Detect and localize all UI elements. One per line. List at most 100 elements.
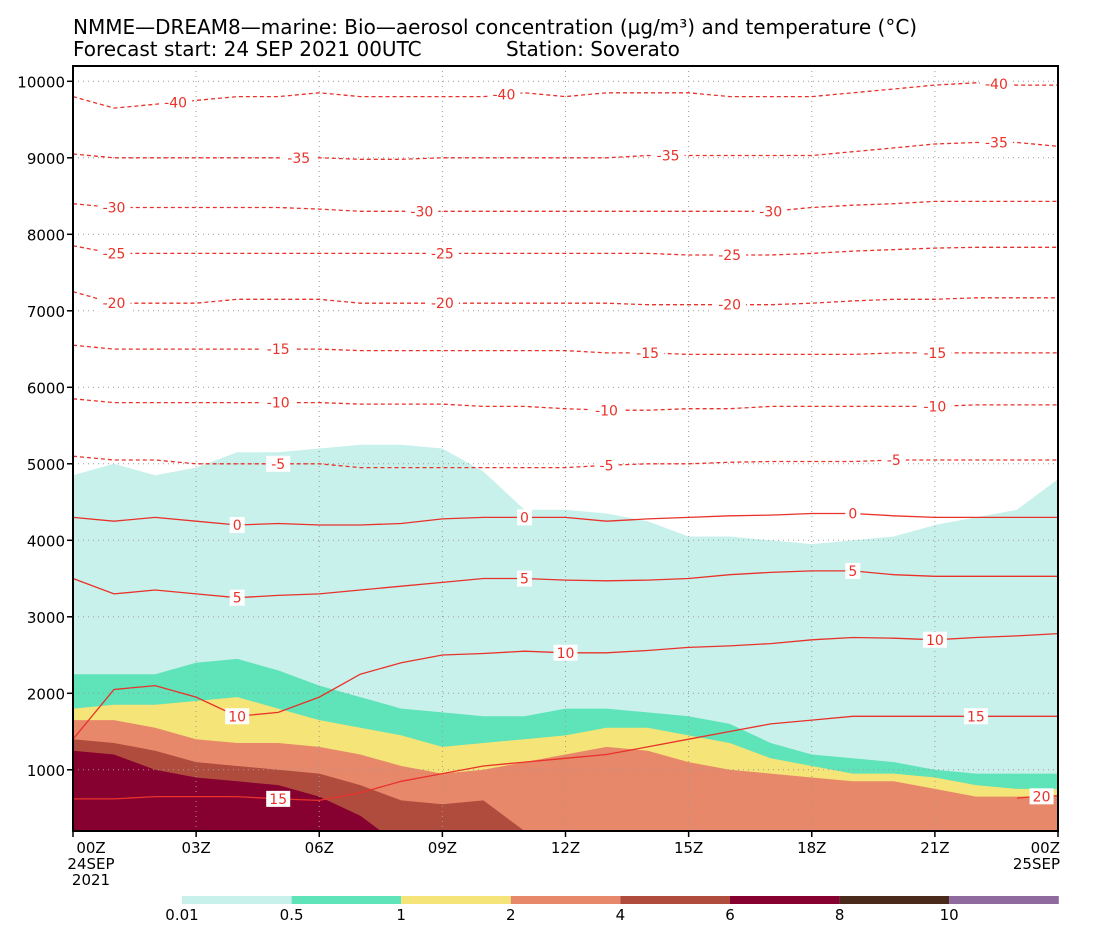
legend-label: 6 (725, 906, 735, 924)
isotherm-line (73, 200, 1058, 212)
isotherm-label-bg (754, 203, 788, 220)
x-tick-label: 2021 (72, 871, 110, 889)
isotherm-label: -20 (718, 298, 741, 314)
legend-swatch (510, 896, 621, 904)
isotherm-line (73, 398, 1058, 411)
isotherm-label-bg (590, 402, 624, 419)
isotherm-label-bg (97, 295, 131, 312)
isotherm-label-bg (918, 344, 952, 361)
y-tick-label: 8000 (27, 226, 65, 244)
isotherm-label-bg (97, 245, 131, 262)
isotherm-label: -20 (431, 296, 454, 312)
y-tick-label: 4000 (27, 532, 65, 550)
isotherm-label: -10 (923, 399, 946, 415)
isotherm-label-bg (159, 94, 193, 111)
isotherm-label: -35 (985, 136, 1008, 152)
legend-swatch (839, 896, 950, 904)
isotherm-label: -40 (493, 88, 516, 104)
isotherm-label: 5 (520, 572, 529, 588)
y-tick-label: 6000 (27, 379, 65, 397)
y-tick-label: 1000 (27, 762, 65, 780)
isotherm-label: -30 (410, 204, 433, 220)
isotherm-label-bg (266, 455, 291, 472)
isotherm-label: 20 (1033, 789, 1051, 805)
legend-swatch (291, 896, 402, 904)
isotherm-label: -10 (267, 396, 290, 412)
isotherm-label: -5 (600, 458, 614, 474)
isotherm-label-bg (651, 147, 685, 164)
isotherm-label: -30 (759, 204, 782, 220)
x-tick-label: 00Z (76, 839, 105, 857)
isotherm-label: -35 (287, 151, 310, 167)
legend-label: 0.01 (165, 906, 198, 924)
y-tick-label: 5000 (27, 456, 65, 474)
isotherm-label-bg (918, 398, 952, 415)
isotherm-label-bg (261, 341, 295, 358)
isotherm-line (73, 715, 1058, 802)
legend-label: 0.5 (280, 906, 304, 924)
isotherm-label: -15 (923, 346, 946, 362)
isotherm-label: -40 (985, 77, 1008, 93)
isotherm-label: 0 (848, 507, 857, 523)
isotherm-label-bg (553, 644, 578, 661)
isotherm-label: 10 (228, 709, 246, 725)
isotherm-label: 0 (520, 510, 529, 526)
isotherm-line (73, 291, 1058, 306)
legend-colorbar: 0.01 0.5 1 2 4 6 8 10 (165, 896, 1059, 924)
isotherm-label-bg (97, 199, 131, 216)
y-tick-label: 10000 (17, 73, 65, 91)
isotherm-label-bg (229, 517, 245, 533)
isotherm-line (73, 245, 1058, 256)
chart-title-line1: NMME—DREAM8—marine: Bio—aerosol concentr… (73, 15, 917, 39)
isotherm-label: 10 (557, 646, 575, 662)
isotherm-label-bg (266, 790, 291, 807)
isotherm-label: 0 (233, 518, 242, 534)
legend-swatch (949, 896, 1059, 904)
isotherm-label: -10 (595, 403, 618, 419)
x-tick-label: 24SEP (67, 855, 114, 873)
x-tick-label: 15Z (674, 839, 703, 857)
isotherm-label-bg (845, 562, 861, 579)
isotherm-line (73, 344, 1058, 356)
isotherm-label-bg (225, 708, 250, 725)
isotherm-label: 15 (967, 709, 985, 725)
isotherm-label: -5 (887, 453, 901, 469)
isotherm-label: -15 (267, 342, 290, 358)
isotherm-label: -25 (103, 246, 126, 262)
isotherm-label-bg (594, 457, 619, 474)
isotherm-label-bg (631, 344, 665, 361)
concentration-areas (73, 444, 1058, 831)
x-tick-label: 06Z (305, 839, 334, 857)
isotherm-label-bg (713, 246, 747, 263)
x-tick-label: 12Z (551, 839, 580, 857)
legend-label: 8 (835, 906, 845, 924)
legend-swatch (730, 896, 840, 904)
y-tick-label: 3000 (27, 609, 65, 627)
isotherm-label-bg (963, 708, 988, 725)
legend-swatch (620, 896, 730, 904)
x-tick-label: 00Z (1031, 839, 1060, 857)
isotherm-label: -25 (718, 248, 741, 264)
isotherm-label-bg (425, 295, 459, 312)
concentration-area-6 (73, 750, 381, 831)
isotherm-label-bg (229, 589, 245, 606)
isotherm-label: -5 (271, 457, 285, 473)
isotherm-label: -40 (164, 95, 187, 111)
isotherm-label-bg (845, 505, 861, 522)
isotherm-label-bg (881, 451, 906, 468)
isotherm-label-bg (516, 509, 532, 526)
x-tick-label: 18Z (797, 839, 826, 857)
legend-swatch (401, 896, 511, 904)
isotherm-label-bg (405, 203, 439, 220)
isotherm-label-bg (979, 134, 1013, 151)
chart-title-line2-right: Station: Soverato (506, 37, 680, 61)
isotherm-label-bg (425, 245, 459, 262)
isotherm-label-bg (282, 149, 316, 166)
x-tick-label: 25SEP (1013, 855, 1060, 873)
y-tick-label: 7000 (27, 303, 65, 321)
y-tick-label: 9000 (27, 150, 65, 168)
isotherm-line (73, 141, 1058, 160)
isotherm-label-bg (487, 86, 521, 103)
isotherm-label: -30 (103, 201, 126, 217)
